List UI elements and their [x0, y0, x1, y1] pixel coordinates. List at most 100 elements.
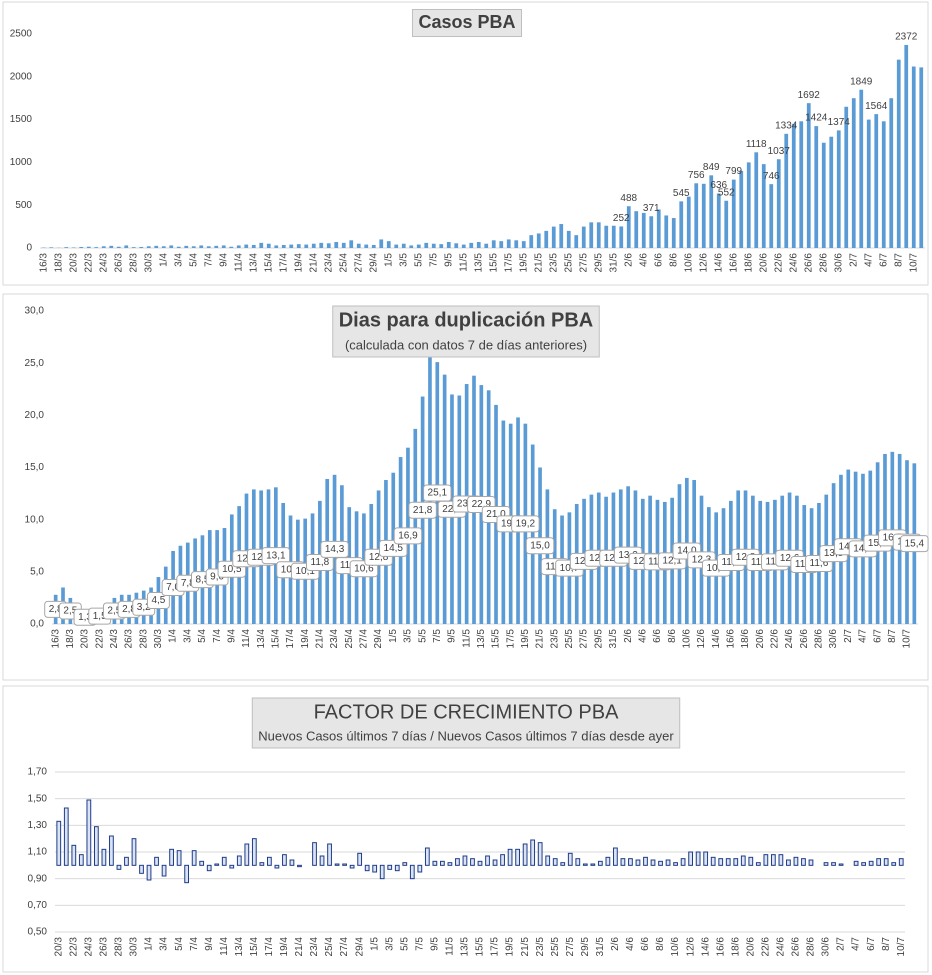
y-tick-label: 0,0 — [30, 619, 44, 630]
x-tick-label: 26/3 — [99, 937, 110, 957]
bar — [582, 863, 588, 866]
data-label-box: 11,8 — [306, 553, 334, 571]
bar — [530, 444, 535, 624]
bar — [379, 239, 384, 248]
data-label: 15,5 — [868, 538, 888, 549]
bar — [545, 489, 550, 624]
x-tick-label: 19/5 — [505, 937, 516, 957]
bar — [786, 859, 791, 866]
data-label: 1,5 — [93, 611, 107, 622]
bar — [94, 247, 99, 248]
y-tick-label: 1,50 — [28, 793, 48, 804]
bar — [861, 862, 867, 866]
x-tick-label: 7/4 — [212, 629, 223, 643]
bar — [814, 126, 819, 248]
x-tick-label: 25/4 — [338, 253, 349, 273]
bar — [484, 243, 489, 248]
bar — [746, 162, 751, 248]
bar — [455, 858, 460, 866]
bar — [613, 847, 618, 866]
bar — [176, 246, 181, 248]
bar — [221, 245, 226, 248]
bar — [896, 59, 901, 249]
x-tick-label: 29/4 — [373, 629, 384, 649]
data-label-box: 4,5 — [146, 592, 170, 610]
bar — [605, 856, 611, 866]
x-tick-label: 20/3 — [80, 629, 91, 649]
bar — [79, 246, 84, 248]
data-label: 11,0 — [545, 561, 564, 572]
x-tick-label: 9/5 — [447, 629, 458, 643]
bar — [319, 855, 325, 866]
bar — [236, 245, 241, 248]
data-label: 19,2 — [501, 518, 521, 529]
bar — [229, 864, 235, 869]
x-tick-label: 1/4 — [168, 629, 179, 643]
bar — [589, 222, 594, 248]
data-label: 799 — [725, 166, 742, 177]
y-tick-label: 10,0 — [25, 514, 45, 525]
bar — [312, 842, 317, 866]
data-label: 13,5 — [824, 548, 844, 559]
x-tick-label: 24/3 — [83, 937, 94, 957]
data-label: 9,0 — [210, 572, 224, 583]
bar — [101, 246, 106, 248]
bar — [251, 838, 257, 866]
label-box — [393, 527, 423, 545]
x-tick-label: 18/6 — [743, 253, 754, 273]
bar — [514, 240, 519, 248]
x-tick-label: 3/5 — [384, 937, 395, 951]
bar — [544, 230, 549, 248]
bar — [829, 136, 834, 248]
bar — [575, 858, 581, 866]
x-tick-label: 18/3 — [65, 629, 76, 649]
x-tick-label: 8/7 — [881, 937, 892, 951]
bar — [733, 858, 739, 866]
bar — [784, 133, 789, 248]
x-tick-label: 28/3 — [114, 937, 125, 957]
x-tick-label: 23/4 — [323, 253, 334, 273]
bar — [628, 858, 633, 866]
chart-subtitle: Nuevos Casos últimos 7 días / Nuevos Cas… — [258, 728, 674, 743]
x-tick-label: 11/4 — [219, 937, 230, 956]
x-tick-label: 6/7 — [866, 937, 877, 951]
bar — [710, 856, 716, 866]
data-label: 22,0 — [442, 504, 462, 515]
title-box — [251, 697, 681, 749]
bar — [626, 206, 631, 248]
x-tick-label: 6/7 — [878, 253, 889, 267]
bar — [267, 856, 272, 866]
bar — [776, 159, 781, 248]
data-label: 10,6 — [354, 563, 374, 574]
bar — [619, 226, 624, 248]
x-tick-label: 27/4 — [339, 937, 350, 957]
data-label: 22,9 — [472, 499, 492, 510]
x-tick-label: 17/5 — [505, 629, 516, 649]
bar — [447, 862, 453, 866]
y-tick-label: 0 — [26, 243, 32, 254]
bar — [656, 209, 661, 248]
x-tick-label: 3/5 — [398, 253, 409, 267]
data-label: 1334 — [775, 120, 798, 131]
data-label: 21,8 — [413, 505, 433, 516]
data-label: 12,6 — [604, 553, 624, 564]
x-tick-label: 20/6 — [758, 253, 769, 273]
label-box — [306, 553, 334, 571]
bar — [718, 858, 724, 866]
bar — [206, 246, 211, 248]
x-tick-label: 5/4 — [174, 937, 185, 951]
bar — [596, 222, 601, 248]
bar — [694, 183, 699, 248]
title-group: Casos PBA — [411, 9, 523, 37]
bar — [86, 799, 92, 866]
bar — [334, 242, 339, 248]
data-label: 10,4 — [281, 564, 301, 575]
x-tick-label: 30/3 — [129, 937, 140, 957]
bar — [413, 428, 418, 624]
bar — [469, 242, 474, 248]
data-label: 2,5 — [63, 606, 77, 617]
x-tick-label: 21/5 — [520, 937, 531, 957]
x-tick-label: 21/4 — [294, 937, 305, 957]
x-tick-label: 21/4 — [308, 253, 319, 273]
x-tick-label: 28/6 — [806, 937, 817, 957]
